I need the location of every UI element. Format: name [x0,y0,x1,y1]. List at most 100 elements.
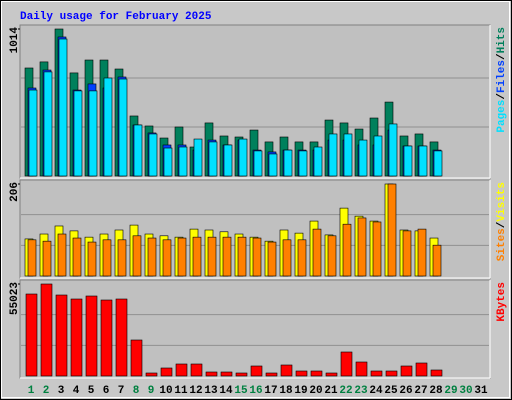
x-tick-label: 26 [399,385,412,397]
bar [297,239,307,277]
bar [160,367,173,377]
bar [73,90,83,177]
legend: Sites/Visits [496,182,508,261]
bar [373,135,383,177]
bar [85,295,98,377]
chart-title: Daily usage for February 2025 [20,11,212,23]
x-tick-label: 1 [28,385,35,397]
bar [252,237,262,277]
legend-entry: KBytes [496,282,508,322]
bar [102,239,112,277]
bar [43,71,53,177]
x-tick-label: 25 [384,385,398,397]
bar [283,149,293,177]
bar [370,370,383,377]
legend-entry: Hits [496,27,508,53]
panel [19,279,491,379]
bar [265,372,278,377]
bar [400,365,413,377]
bar [220,371,233,377]
legend-entry: Files [496,60,508,93]
bar [193,138,203,177]
bar [433,150,443,177]
bar [238,138,248,177]
bar [250,365,263,377]
bar [178,146,188,177]
x-tick-label: 20 [309,385,322,397]
bar [163,147,173,177]
x-tick-label: 12 [189,385,202,397]
bar [28,89,38,177]
x-tick-label: 27 [414,385,427,397]
legend: KBytes [496,282,508,322]
bar [72,237,82,277]
x-tick-label: 6 [103,385,110,397]
bar [340,351,353,377]
bar [117,239,127,277]
bar [417,228,427,277]
y-tick-label: 206 [9,182,21,202]
bar [100,299,113,377]
bar [310,370,323,377]
x-tick-label: 21 [324,385,338,397]
bar [267,241,277,277]
x-tick-label: 8 [133,385,140,397]
x-tick-label: 23 [354,385,368,397]
y-tick-label: 1014 [9,27,21,54]
x-tick-label: 28 [429,385,443,397]
bar [223,144,233,177]
bar [355,361,368,377]
x-tick-label: 18 [279,385,293,397]
bar [403,145,413,177]
x-tick-label: 14 [219,385,233,397]
x-tick-label: 11 [174,385,188,397]
x-tick-label: 5 [88,385,95,397]
bar [385,370,398,377]
bar [55,294,68,377]
bar [312,228,322,277]
bar [205,371,218,377]
bar [343,133,353,177]
bar [313,146,323,177]
bar [27,239,37,277]
x-tick-label: 15 [234,385,248,397]
x-tick-label: 31 [474,385,488,397]
bar [298,150,308,177]
x-tick-label: 4 [73,385,80,397]
legend: Pages/Files/Hits [496,27,508,133]
bar [268,153,278,177]
bar [57,233,67,277]
x-tick-label: 24 [369,385,383,397]
x-tick-label: 10 [159,385,172,397]
x-tick-label: 13 [204,385,218,397]
bar [235,372,248,377]
y-tick-label: 55023 [9,282,21,315]
bar [175,363,188,377]
legend-entry: Sites [496,228,508,261]
bar [118,78,128,177]
bar [327,235,337,277]
bar [162,239,172,277]
x-tick-label: 16 [249,385,262,397]
bar [42,240,52,277]
legend-separator: / [496,221,508,228]
bar [130,339,143,377]
bar [25,293,38,377]
bar [402,230,412,277]
bar [325,372,338,377]
bar [148,133,158,177]
x-tick-label: 29 [444,385,457,397]
bar [40,283,53,377]
bar [192,236,202,277]
x-tick-label: 17 [264,385,277,397]
bar [357,217,367,277]
bar [328,133,338,177]
bar [190,363,203,377]
x-tick-label: 3 [58,385,65,397]
bar [282,239,292,277]
x-tick-label: 9 [148,385,155,397]
x-tick-label: 7 [118,385,125,397]
bar [237,236,247,277]
